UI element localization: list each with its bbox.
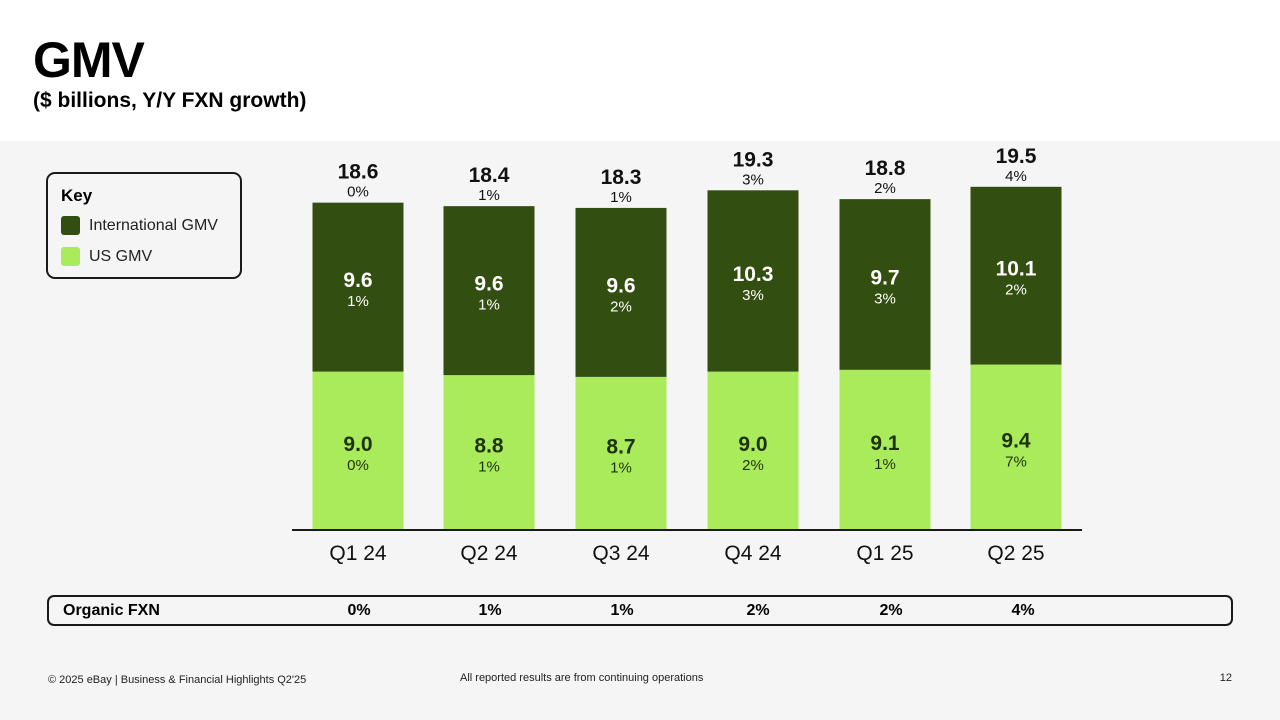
data-label-us-growth: 2% <box>742 457 764 474</box>
bar-us-gmv <box>707 371 799 530</box>
page-title: GMV <box>33 32 145 88</box>
data-label-us-growth: 1% <box>610 459 632 476</box>
page-number: 12 <box>1219 672 1232 684</box>
bar-international-gmv <box>443 206 535 376</box>
data-label-us-value: 8.7 <box>606 435 635 458</box>
organic-fxn-value: 4% <box>1011 602 1035 619</box>
legend-swatch-international <box>61 216 80 235</box>
gmv-stacked-bar-chart: 9.00%9.61%18.60%Q1 248.81%9.61%18.41%Q2 … <box>292 145 1082 565</box>
data-label-intl-growth: 3% <box>874 290 896 307</box>
data-label-us-value: 9.4 <box>1001 429 1031 452</box>
legend: Key International GMV US GMV <box>46 172 242 279</box>
data-label-intl-growth: 1% <box>478 297 500 314</box>
data-label-total-growth: 3% <box>742 171 764 188</box>
data-label-intl-value: 9.6 <box>606 274 635 297</box>
data-label-total-growth: 0% <box>347 184 369 201</box>
organic-fxn-value: 1% <box>610 602 634 619</box>
legend-item-international: International GMV <box>61 216 218 235</box>
data-label-us-growth: 7% <box>1005 453 1027 470</box>
data-label-total-growth: 1% <box>478 187 500 204</box>
bar-us-gmv <box>312 371 404 530</box>
header-band: GMV ($ billions, Y/Y FXN growth) <box>0 0 1280 141</box>
bar-us-gmv <box>970 364 1062 530</box>
bar-international-gmv <box>839 199 931 370</box>
data-label-intl-growth: 3% <box>742 287 764 304</box>
footer-copyright: © 2025 eBay | Business & Financial Highl… <box>48 674 307 686</box>
data-label-intl-growth: 2% <box>1005 282 1027 299</box>
data-label-total-value: 18.3 <box>601 166 642 189</box>
bar-international-gmv <box>312 202 404 372</box>
bar-international-gmv <box>970 186 1062 365</box>
data-label-intl-value: 10.3 <box>733 263 774 286</box>
bar-us-gmv <box>443 375 535 530</box>
data-label-total-growth: 4% <box>1005 168 1027 185</box>
legend-label-international: International GMV <box>89 216 218 234</box>
data-label-us-value: 9.0 <box>738 433 767 456</box>
data-label-intl-value: 9.7 <box>870 266 899 289</box>
data-label-total-value: 18.4 <box>469 164 510 187</box>
x-tick-label: Q4 24 <box>724 542 782 565</box>
bar-international-gmv <box>707 190 799 372</box>
bar-us-gmv <box>575 376 667 530</box>
data-label-intl-growth: 1% <box>347 293 369 310</box>
data-label-us-value: 9.0 <box>343 433 372 456</box>
data-label-us-growth: 1% <box>478 459 500 476</box>
legend-label-us: US GMV <box>89 247 153 265</box>
x-tick-label: Q1 25 <box>856 542 913 565</box>
organic-fxn-value: 2% <box>879 602 903 619</box>
page-subtitle: ($ billions, Y/Y FXN growth) <box>33 89 307 112</box>
data-label-total-value: 19.3 <box>733 148 774 171</box>
footer-note: All reported results are from continuing… <box>460 672 704 684</box>
legend-swatch-us <box>61 247 80 266</box>
data-label-intl-value: 9.6 <box>474 273 503 296</box>
data-label-us-growth: 0% <box>347 457 369 474</box>
x-tick-label: Q2 25 <box>987 542 1044 565</box>
data-label-total-value: 19.5 <box>996 145 1037 168</box>
legend-item-us: US GMV <box>61 247 152 266</box>
organic-fxn-label: Organic FXN <box>63 602 160 619</box>
data-label-intl-growth: 2% <box>610 298 632 315</box>
data-label-total-growth: 1% <box>610 189 632 206</box>
data-label-total-growth: 2% <box>874 180 896 197</box>
data-label-total-value: 18.6 <box>338 161 379 184</box>
bar-us-gmv <box>839 369 931 530</box>
data-label-intl-value: 10.1 <box>996 258 1037 281</box>
organic-fxn-value: 2% <box>746 602 770 619</box>
legend-title: Key <box>61 186 93 205</box>
data-label-us-growth: 1% <box>874 456 896 473</box>
data-label-us-value: 8.8 <box>474 435 504 458</box>
bar-international-gmv <box>575 207 667 377</box>
data-label-us-value: 9.1 <box>870 432 900 455</box>
x-tick-label: Q2 24 <box>460 542 518 565</box>
organic-fxn-value: 1% <box>478 602 502 619</box>
data-label-total-value: 18.8 <box>865 157 906 180</box>
organic-fxn-row: Organic FXN 0% 1% 1% 2% 2% 4% <box>47 595 1233 626</box>
x-tick-label: Q3 24 <box>592 542 650 565</box>
organic-fxn-value: 0% <box>347 602 371 619</box>
data-label-intl-value: 9.6 <box>343 269 372 292</box>
x-tick-label: Q1 24 <box>329 542 387 565</box>
